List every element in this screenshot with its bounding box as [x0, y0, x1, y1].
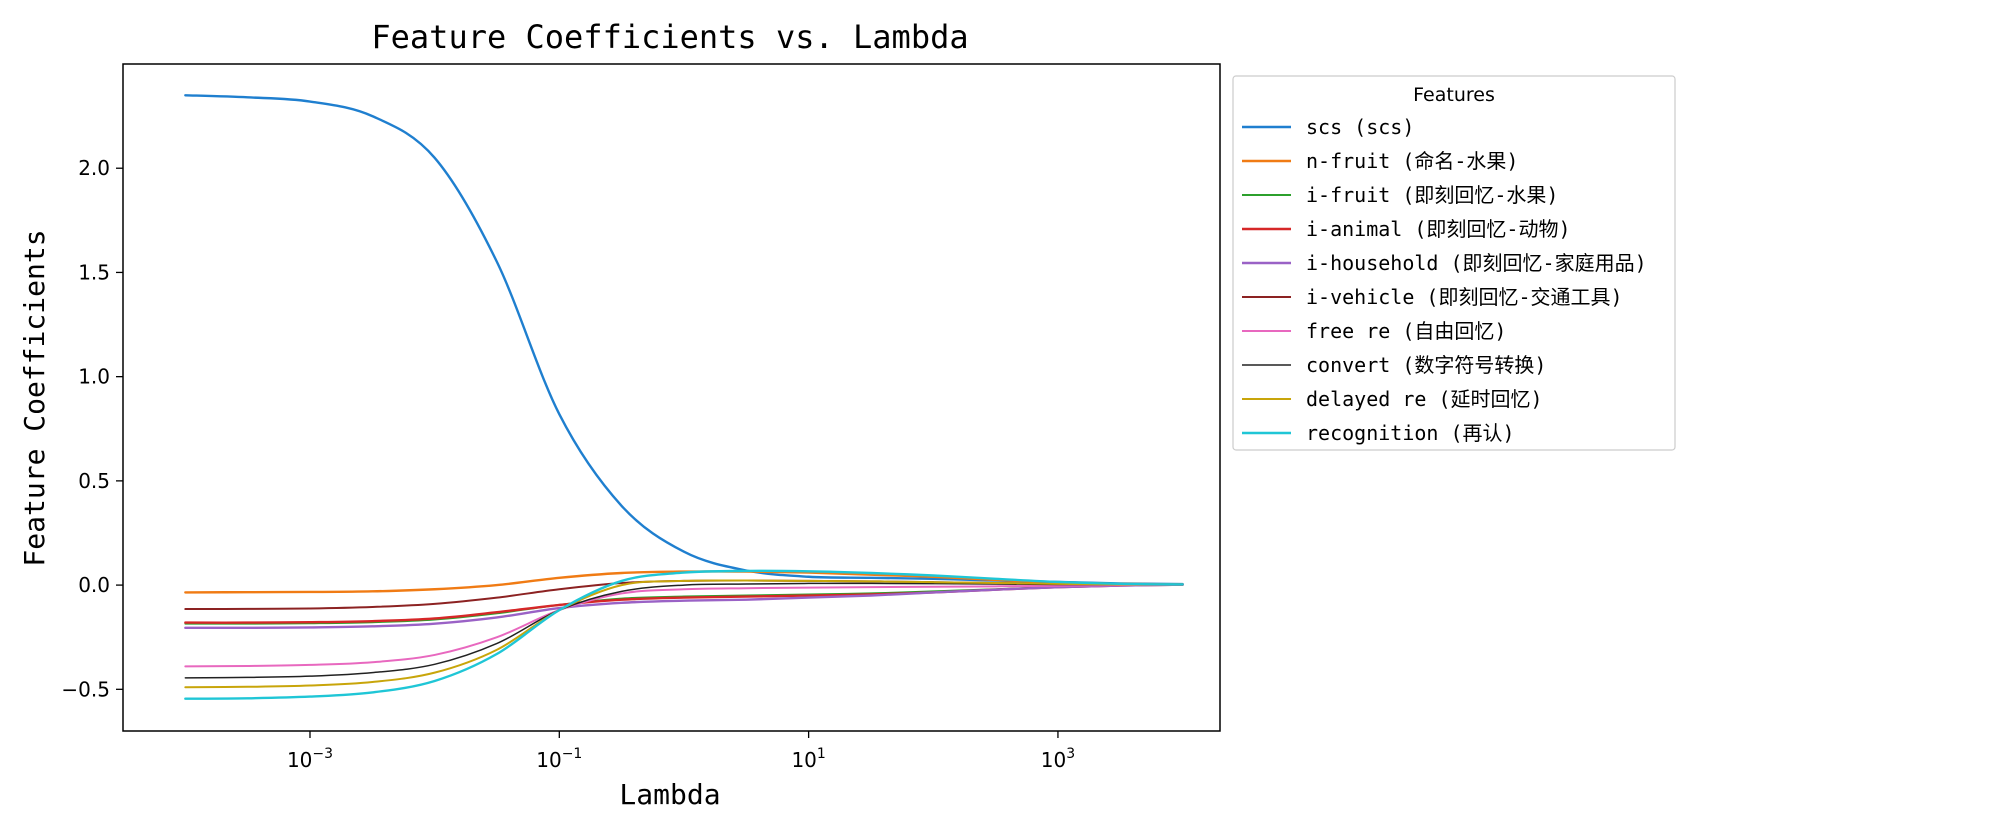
series-line-4: [184, 583, 1184, 630]
legend-label-1: n-fruit (命名-水果): [1306, 149, 1518, 173]
y-tick-label-5: 2.0: [78, 156, 110, 180]
legend-label-5: i-vehicle (即刻回忆-交通工具): [1306, 285, 1623, 309]
y-tick-label-2: 0.5: [78, 469, 110, 493]
legend-title: Features: [1413, 84, 1495, 106]
y-axis-label: Feature Coefficients: [18, 229, 51, 566]
y-tick-label-4: 1.5: [78, 260, 110, 284]
x-tick-label-2: 101: [791, 746, 825, 772]
ticks-group: −0.5 0.0 0.5 1.0 1.5 2.0 10−3 10−1 101 103: [61, 156, 1075, 772]
series-line-8: [184, 579, 1184, 689]
x-tick-label-1: 10−1: [536, 746, 582, 772]
legend-label-7: convert (数字符号转换): [1306, 353, 1546, 377]
legend-label-9: recognition (再认): [1306, 421, 1515, 445]
legend-label-4: i-household (即刻回忆-家庭用品): [1306, 251, 1647, 275]
series-line-2: [184, 583, 1184, 625]
legend-label-0: scs (scs): [1306, 115, 1414, 139]
chart-title: Feature Coefficients vs. Lambda: [371, 18, 968, 56]
plot-area: −0.5 0.0 0.5 1.0 1.5 2.0 10−3 10−1 101 103: [61, 63, 1221, 772]
y-tick-label-1: 0.0: [78, 573, 110, 597]
series-line-3: [184, 583, 1184, 624]
series-line-6: [184, 583, 1184, 668]
x-axis-label: Lambda: [619, 778, 720, 811]
legend-label-3: i-animal (即刻回忆-动物): [1306, 217, 1571, 241]
legend-frame: [1232, 75, 1676, 451]
legend-label-8: delayed re (延时回忆): [1306, 387, 1543, 411]
legend-items: scs (scs) n-fruit (命名-水果) i-fruit (即刻回忆-水果…: [1242, 115, 1647, 445]
series-line-9: [184, 569, 1184, 700]
legend: Features scs (scs) n-fruit (命名-水果) i-fruit…: [1232, 75, 1676, 451]
series-group: [184, 94, 1184, 700]
y-tick-label-0: −0.5: [61, 677, 110, 701]
series-line-0: [184, 94, 1184, 586]
x-tick-label-3: 103: [1041, 746, 1075, 772]
y-tick-label-3: 1.0: [78, 365, 110, 389]
plot-frame: [122, 63, 1221, 732]
legend-label-6: free re (自由回忆): [1306, 319, 1506, 343]
x-tick-label-0: 10−3: [287, 746, 333, 772]
legend-label-2: i-fruit (即刻回忆-水果): [1306, 183, 1558, 207]
